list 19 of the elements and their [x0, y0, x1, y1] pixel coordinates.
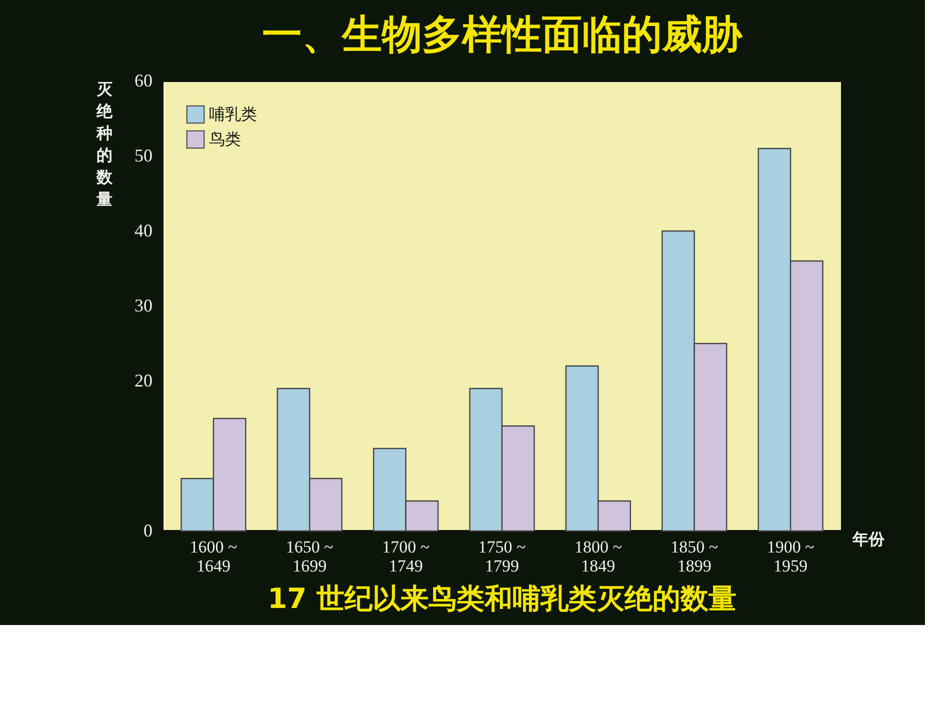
- y-tick-label: 50: [134, 146, 152, 166]
- x-tick-label: 1700 ~ 1749: [382, 538, 430, 576]
- legend-label: 鸟类: [209, 130, 241, 148]
- y-tick-label: 20: [134, 370, 152, 390]
- text: 17 世纪以来鸟类和哺乳类灭绝的数量: [268, 582, 736, 615]
- x-tick-label: 1650 ~ 1699: [286, 538, 334, 576]
- x-tick-label: 1850 ~ 1899: [670, 538, 718, 576]
- y-tick-label: 0: [144, 520, 152, 540]
- y-tick-label: 60: [134, 70, 152, 90]
- y-tick-label: 30: [134, 296, 152, 316]
- y-axis-title: 灭绝种的数量: [96, 80, 114, 208]
- x-tick-label: 1800 ~ 1849: [574, 538, 622, 576]
- x-tick-label: 1750 ~ 1799: [478, 538, 526, 576]
- x-axis-title: 年份: [852, 530, 886, 548]
- legend-label: 哺乳类: [209, 104, 257, 124]
- x-tick-label: 1600 ~ 1649: [190, 538, 238, 576]
- y-tick-label: 40: [134, 220, 152, 240]
- x-tick-label: 1900 ~ 1959: [766, 538, 814, 576]
- chart-title: 一、生物多样性面临的威胁: [262, 12, 743, 58]
